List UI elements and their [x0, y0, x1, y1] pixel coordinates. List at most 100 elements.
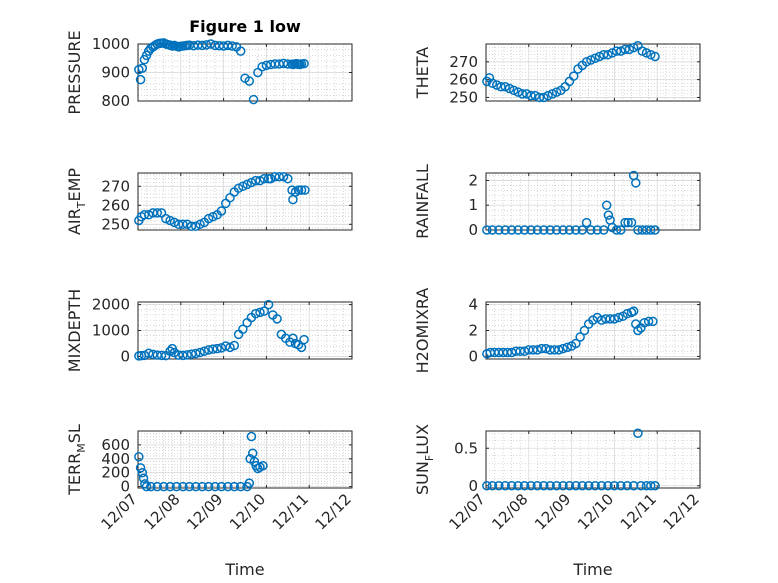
- data-point: [197, 481, 207, 492]
- data-point: [603, 481, 613, 491]
- data-point: [623, 217, 633, 228]
- data-point: [607, 48, 618, 58]
- data-point: [299, 334, 309, 345]
- y-tick-label: 270: [449, 53, 478, 71]
- data-point: [141, 481, 152, 492]
- data-point: [539, 92, 549, 103]
- data-point: [562, 342, 573, 353]
- data-point: [238, 181, 248, 192]
- data-point: [259, 173, 270, 184]
- y-axis-label-tail: EMP: [65, 168, 84, 202]
- data-point: [504, 83, 515, 94]
- y-tick-label: 4: [468, 296, 478, 314]
- data-point: [633, 325, 643, 336]
- data-point: [558, 343, 568, 354]
- data-point: [199, 346, 210, 356]
- y-tick-label: 600: [101, 436, 130, 454]
- y-tick-label: 260: [449, 71, 478, 89]
- data-point: [216, 206, 227, 216]
- data-point: [543, 90, 553, 101]
- y-axis-label-main: AIR: [65, 208, 84, 235]
- data-point: [616, 481, 626, 491]
- data-point: [293, 185, 304, 195]
- data-point: [547, 89, 558, 99]
- data-point: [300, 185, 310, 195]
- x-tick-label: 12/08: [140, 490, 183, 533]
- data-point: [482, 481, 492, 491]
- data-point: [586, 225, 596, 235]
- data-point: [590, 481, 600, 491]
- data-point: [650, 225, 660, 235]
- data-point: [186, 349, 197, 359]
- data-point: [545, 481, 555, 491]
- data-point: [186, 221, 197, 231]
- data-point: [246, 431, 257, 442]
- y-axis-label-main: TERR: [65, 453, 84, 496]
- data-point: [648, 316, 658, 327]
- axes-frame: [485, 43, 701, 102]
- y-axis-label: AIRTEMP: [65, 168, 88, 235]
- x-tick-label: 12/09: [531, 490, 574, 533]
- y-axis-label-main: THETA: [413, 47, 432, 99]
- y-tick-label: 2: [468, 322, 478, 340]
- data-point: [519, 225, 530, 235]
- data-point: [564, 225, 575, 235]
- data-point: [506, 481, 517, 491]
- data-point: [551, 481, 562, 491]
- data-point: [169, 217, 180, 228]
- data-point: [135, 463, 146, 473]
- data-point: [620, 44, 630, 55]
- x-tick-label: 12/07: [98, 490, 141, 533]
- data-point: [564, 481, 575, 491]
- data-point: [248, 94, 259, 105]
- data-point: [581, 57, 592, 67]
- data-point: [487, 225, 498, 235]
- axes-frame: [485, 430, 701, 489]
- y-axis-label: PRESSURE: [65, 30, 84, 114]
- data-point: [596, 481, 607, 491]
- data-point: [571, 225, 581, 235]
- data-point: [138, 473, 149, 484]
- data-point: [178, 219, 188, 230]
- data-point: [203, 481, 214, 492]
- data-point: [203, 213, 214, 224]
- data-point: [223, 40, 233, 51]
- plot-area: [486, 431, 700, 488]
- y-axis-label-main: PRESSURE: [65, 30, 84, 114]
- data-point: [611, 225, 622, 235]
- data-point: [143, 348, 154, 359]
- data-point: [496, 82, 506, 92]
- data-point: [611, 46, 622, 56]
- y-axis-label-main: SUN: [413, 461, 432, 495]
- data-point: [594, 51, 605, 62]
- y-axis-label-tail: SL: [65, 424, 84, 443]
- data-point: [265, 173, 276, 184]
- data-point: [636, 481, 646, 491]
- data-point: [513, 87, 523, 97]
- data-point: [500, 82, 511, 92]
- data-point: [526, 90, 536, 101]
- plot-area: [138, 431, 352, 488]
- y-axis-label-main: RAINFALL: [413, 164, 432, 239]
- data-point: [161, 213, 171, 224]
- y-tick-label: 800: [101, 92, 130, 110]
- data-point: [216, 481, 227, 492]
- data-point: [539, 225, 549, 235]
- axes-frame: [137, 172, 353, 231]
- data-point: [484, 73, 495, 83]
- x-tick-label: 12/12: [312, 490, 355, 533]
- y-axis-label: H2OMIXRA: [413, 288, 432, 374]
- y-tick-label: 1000: [92, 35, 130, 53]
- data-point: [182, 219, 192, 230]
- data-point: [650, 481, 660, 491]
- chart-title: Figure 1 low: [189, 17, 301, 36]
- data-point: [601, 200, 612, 210]
- data-point: [575, 332, 585, 342]
- data-point: [238, 324, 248, 334]
- data-point: [134, 451, 144, 462]
- data-point: [206, 39, 216, 49]
- data-point: [165, 215, 175, 226]
- y-tick-label: 900: [101, 64, 130, 82]
